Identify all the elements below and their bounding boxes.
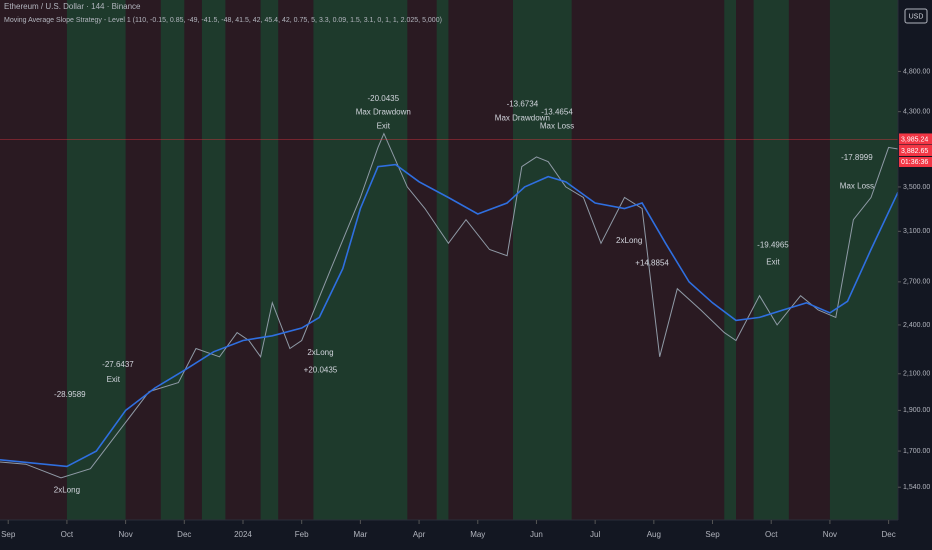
annotation: 2xLong (54, 485, 80, 494)
annotation: -19.4965 (757, 241, 789, 250)
annotation: Exit (377, 122, 391, 131)
y-tick-label: 3,500.00 (903, 184, 930, 191)
x-tick-label: Nov (118, 530, 132, 539)
regime-band (260, 0, 279, 520)
regime-band (724, 0, 737, 520)
price-tag (899, 133, 932, 145)
regime-band (313, 0, 408, 520)
y-tick-label: 2,700.00 (903, 279, 930, 286)
x-tick-label: Jun (530, 530, 543, 539)
y-tick-label: 1,900.00 (903, 407, 930, 414)
x-tick-label: Mar (353, 530, 367, 539)
plot-background (0, 0, 898, 520)
regime-band (829, 0, 898, 520)
annotation: 2xLong (307, 348, 333, 357)
x-tick-label: Sep (705, 530, 720, 539)
x-tick-label: May (470, 530, 485, 539)
annotation: 2xLong (616, 236, 642, 245)
y-tick-label: 4,800.00 (903, 68, 930, 75)
regime-band (753, 0, 789, 520)
annotation: Exit (766, 258, 780, 267)
chart-title: Ethereum / U.S. Dollar · 144 · Binance (4, 2, 141, 11)
y-tick-label: 4,300.00 (903, 108, 930, 115)
annotation: Max Loss (540, 122, 574, 131)
countdown-box (899, 156, 932, 167)
x-tick-label: Nov (823, 530, 837, 539)
price-axis (898, 0, 932, 550)
time-axis (0, 520, 898, 550)
annotation: -13.6734 (507, 100, 539, 109)
annotation: Max Drawdown (495, 114, 550, 123)
x-tick-label: Feb (295, 530, 309, 539)
x-tick-label: Jul (590, 530, 600, 539)
x-tick-label: Dec (881, 530, 895, 539)
annotation: Max Drawdown (356, 108, 411, 117)
x-tick-label: Oct (765, 530, 778, 539)
annotation: Max Loss (840, 182, 874, 191)
x-tick-label: Oct (61, 530, 74, 539)
y-tick-label: 1,540.00 (903, 484, 930, 491)
regime-band (201, 0, 226, 520)
countdown: 01:36:36 (901, 159, 928, 166)
price-tag-label: 3,882.65 (901, 148, 928, 155)
lines (0, 132, 899, 479)
series-line (0, 132, 899, 479)
annotation: +14.8854 (635, 259, 669, 268)
y-tick-label: 3,100.00 (903, 228, 930, 235)
y-tick-label: 2,400.00 (903, 322, 930, 329)
x-tick-label: 2024 (234, 530, 252, 539)
chart-subtitle: Moving Average Slope Strategy - Level 1 … (4, 17, 442, 24)
y-tick-label: 1,700.00 (903, 448, 930, 455)
price-tag-label: 3,985.24 (901, 136, 928, 143)
annotation: -17.8999 (841, 153, 873, 162)
x-tick-label: Dec (177, 530, 191, 539)
currency: USD (909, 13, 924, 20)
price-tag (899, 144, 932, 156)
regime-band (66, 0, 126, 520)
axis-labels: 1,540.00 1,700.00 1,900.00 2,100.00 2,400.00… (1, 68, 932, 539)
x-tick-label: Aug (647, 530, 661, 539)
annotation: -20.0435 (367, 94, 399, 103)
annotations: -20.0435 Max Drawdown Exit -13.6734 Max Draw… (54, 94, 874, 495)
annotation: +20.0435 (304, 365, 338, 374)
y-tick-label: 2,100.00 (903, 371, 930, 378)
annotation: -27.6437 (102, 360, 134, 369)
series-line (0, 163, 899, 468)
regime-band (512, 0, 572, 520)
annotation: Exit (107, 375, 121, 384)
annotation: -28.9589 (54, 390, 86, 399)
regime-band (436, 0, 449, 520)
regime-band (160, 0, 185, 520)
currency-box[interactable] (904, 8, 928, 24)
annotation: -13.4654 (541, 108, 573, 117)
bands (66, 0, 898, 520)
x-tick-label: Sep (1, 530, 16, 539)
x-tick-label: Apr (413, 530, 426, 539)
